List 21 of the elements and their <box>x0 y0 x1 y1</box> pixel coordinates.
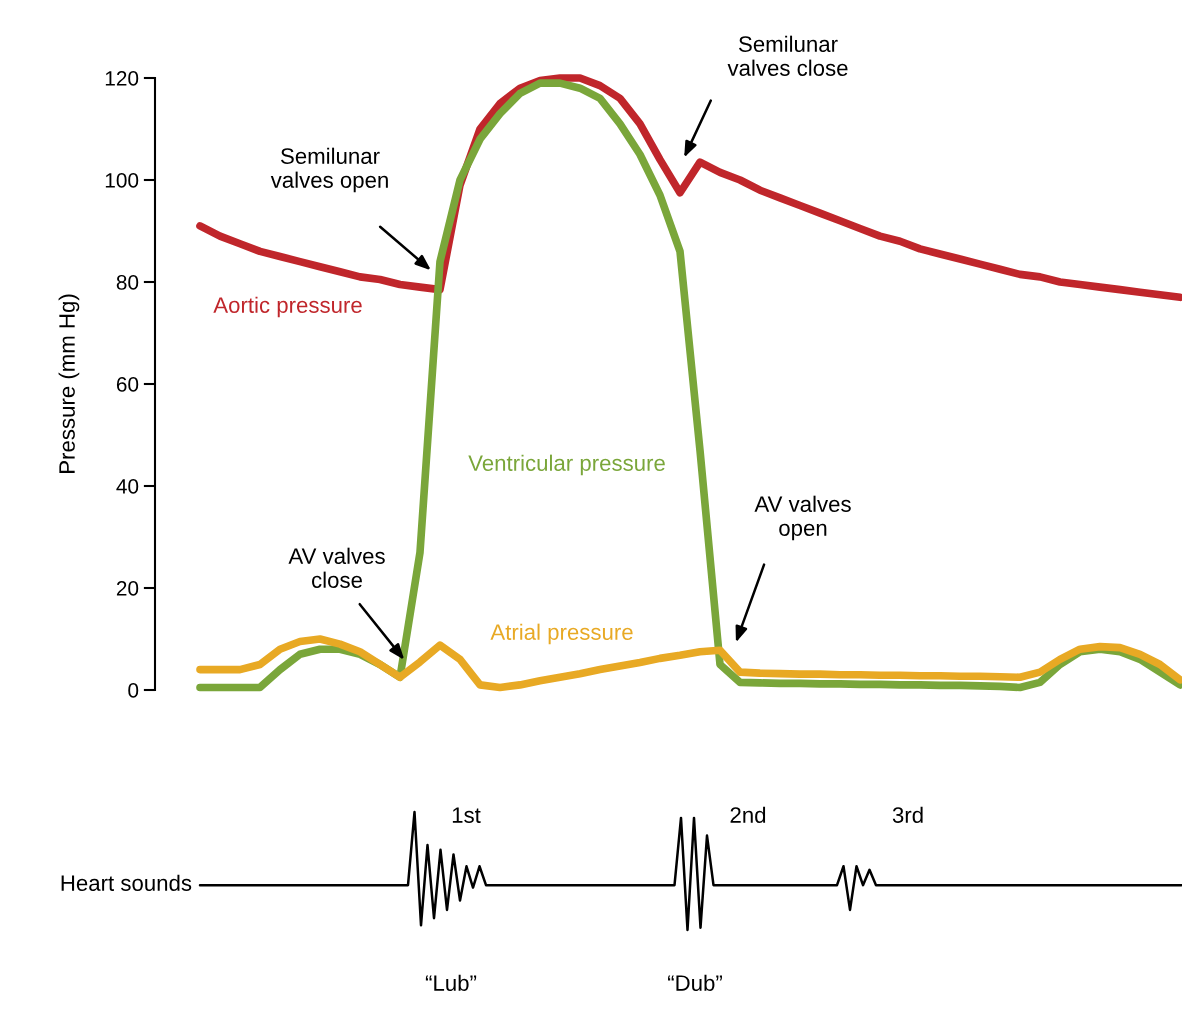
annotation: 1st <box>452 807 481 823</box>
annotation: AV valves close <box>288 547 385 588</box>
y-tick-label: 0 <box>128 683 139 698</box>
y-tick-label: 100 <box>105 173 139 188</box>
annotation: Semilunar valves open <box>270 147 388 193</box>
series-label: Ventricular pressure <box>468 454 665 476</box>
text: “Dub” <box>668 974 722 991</box>
y-tick-label: 60 <box>116 377 139 392</box>
y-tick-label: 40 <box>116 479 139 494</box>
y-tick-label: 20 <box>116 581 139 596</box>
y-tick-label: 80 <box>116 275 139 290</box>
series-label: Atrial pressure <box>490 623 633 645</box>
y-tick-label: 120 <box>105 71 139 86</box>
series-label: Heart sounds <box>61 874 192 891</box>
text: “Lub” <box>425 974 477 991</box>
y-axis-title: Pressure (mm Hg) <box>58 294 80 473</box>
text: Semilunar valves close <box>727 35 848 76</box>
annotation: AV valves open <box>754 495 851 541</box>
annotation: 3rd <box>892 806 923 823</box>
series-label: Aortic pressure <box>213 296 362 318</box>
annotation: 2nd <box>730 806 766 823</box>
